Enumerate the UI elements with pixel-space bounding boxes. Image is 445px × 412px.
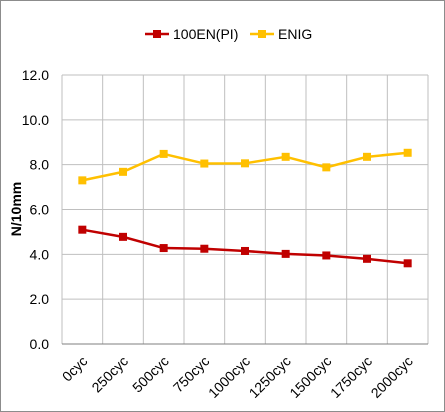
x-tick-label: 1250cyc <box>246 353 294 401</box>
x-tick-label: 1500cyc <box>286 353 334 401</box>
y-tick-label: 4.0 <box>30 246 50 262</box>
series-0-point <box>119 232 127 241</box>
series-1-point <box>78 176 87 185</box>
series-1-point <box>119 167 127 176</box>
legend-item-series-0: 100EN(PI) <box>145 26 238 42</box>
x-tick-label: 1000cyc <box>205 353 253 401</box>
legend-marker-series-0 <box>153 30 161 38</box>
plot-area: 0.02.04.06.08.010.012.00cyc250cyc500cyc7… <box>22 67 429 401</box>
x-tick-label: 2000cyc <box>368 353 416 401</box>
series-1-point <box>159 149 168 158</box>
series-1-point <box>281 152 290 161</box>
legend-label-series-1: ENIG <box>278 26 312 42</box>
series-0-point <box>363 254 371 263</box>
y-tick-label: 6.0 <box>30 202 50 218</box>
y-tick-label: 12.0 <box>22 67 49 83</box>
series-1-point <box>363 152 371 161</box>
series-1-point <box>200 159 209 168</box>
series-0-point <box>200 244 209 253</box>
x-tick-label: 1750cyc <box>327 353 375 401</box>
series-0-point <box>78 225 87 234</box>
legend-marker-series-1 <box>258 30 266 38</box>
y-tick-label: 2.0 <box>30 291 50 307</box>
legend-label-series-0: 100EN(PI) <box>173 26 238 42</box>
x-tick-label: 250cyc <box>88 353 131 396</box>
y-tick-label: 0.0 <box>30 336 50 352</box>
x-tick-label: 500cyc <box>129 353 172 396</box>
series-0-point <box>159 244 168 253</box>
series-1-point <box>241 159 249 168</box>
series-1-point <box>403 148 412 157</box>
legend-item-series-1: ENIG <box>250 26 312 42</box>
series-0-point <box>281 249 290 258</box>
y-tick-label: 10.0 <box>22 112 49 128</box>
y-tick-label: 8.0 <box>30 157 50 173</box>
series-0-point <box>322 251 331 260</box>
y-axis-title: N/10mm <box>8 182 24 236</box>
series-1-point <box>322 163 331 172</box>
series-0-point <box>403 259 412 268</box>
legend: 100EN(PI) ENIG <box>145 26 312 42</box>
x-tick-label: 0cyc <box>59 353 91 385</box>
series-0-point <box>241 246 249 255</box>
